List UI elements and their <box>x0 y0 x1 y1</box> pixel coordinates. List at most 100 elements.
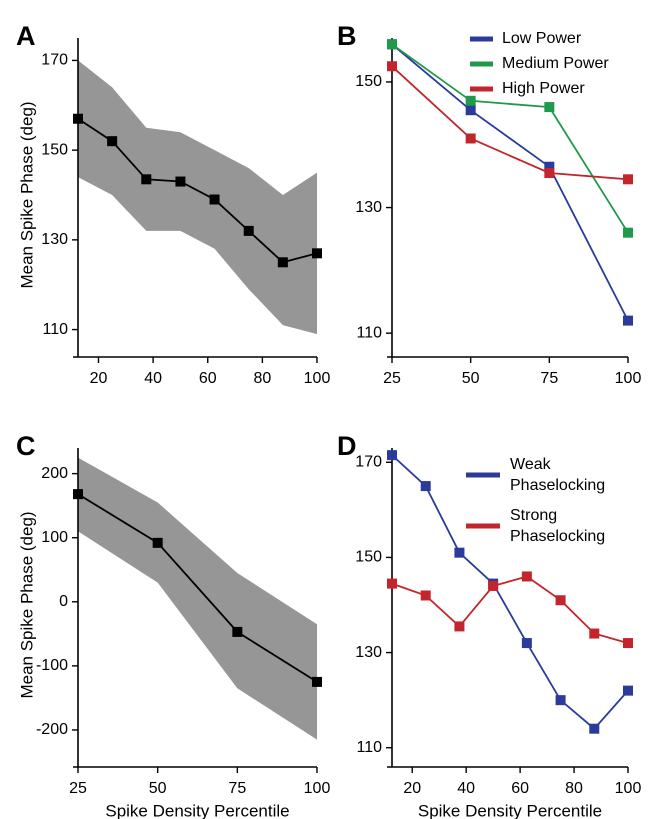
x-tick-label: 75 <box>228 780 246 797</box>
panel-a: A 110 130 150 170 20 40 60 80 100 Mean Spike Phase… <box>16 21 330 387</box>
data-point-strong-phaselocking <box>420 590 431 601</box>
x-axis-title: Spike Density Percentile <box>418 801 602 819</box>
y-tick-label: -100 <box>36 657 68 674</box>
data-point-medium-power <box>544 102 555 113</box>
x-tick-label: 25 <box>383 370 401 387</box>
y-tick-label: 150 <box>41 141 68 158</box>
data-point-high-power <box>544 168 555 179</box>
y-tick-label: 150 <box>355 73 382 90</box>
data-point-medium-power <box>623 227 633 238</box>
data-point-weak-phaselocking <box>555 695 566 706</box>
y-tick-label: 0 <box>59 593 68 610</box>
data-point-weak-phaselocking <box>387 450 397 461</box>
legend-label: Low Power <box>502 30 582 47</box>
x-tick-label: 25 <box>69 780 87 797</box>
data-point-series-0 <box>152 537 163 548</box>
y-tick-label: 130 <box>41 231 68 248</box>
data-point-low-power <box>623 315 633 326</box>
data-point-series-0 <box>312 248 322 259</box>
series-line-weak-phaselocking <box>391 454 629 730</box>
data-point-weak-phaselocking <box>589 723 600 734</box>
series-line-high-power <box>391 65 629 181</box>
y-tick-label: 110 <box>42 321 68 338</box>
x-tick-label: 100 <box>615 370 642 387</box>
data-point-medium-power <box>465 95 476 106</box>
y-tick-label: 130 <box>355 199 382 216</box>
x-tick-label: 20 <box>90 370 108 387</box>
data-point-weak-phaselocking <box>420 481 431 492</box>
panel-b: B 110 130 150 25 50 75 100 Low Power Medium Power… <box>337 21 641 387</box>
legend: Low Power Medium Power High Power <box>470 30 609 97</box>
data-point-medium-power <box>387 39 397 50</box>
series-line-strong-phaselocking <box>391 575 629 644</box>
panel-letter-b: B <box>337 21 357 51</box>
x-tick-label: 50 <box>149 780 167 797</box>
x-tick-label: 100 <box>615 780 642 797</box>
series-line-series-0 <box>77 493 318 683</box>
data-point-strong-phaselocking <box>521 571 532 582</box>
y-tick-label: 150 <box>355 549 382 566</box>
y-tick-label: 110 <box>356 739 382 756</box>
data-point-strong-phaselocking <box>589 628 600 639</box>
x-tick-label: 40 <box>144 370 162 387</box>
data-point-strong-phaselocking <box>488 580 499 591</box>
panel-d: D 110 130 150 170 20 40 60 80 100 Spike Density Pe… <box>337 431 641 819</box>
legend-label: High Power <box>502 80 585 97</box>
x-tick-label: 60 <box>511 780 529 797</box>
data-point-high-power <box>387 61 397 72</box>
x-tick-label: 100 <box>304 780 331 797</box>
data-point-strong-phaselocking <box>454 621 465 632</box>
legend-label: Medium Power <box>502 55 609 72</box>
data-point-weak-phaselocking <box>454 547 465 558</box>
data-point-strong-phaselocking <box>387 578 397 589</box>
data-point-series-0 <box>243 225 254 236</box>
x-tick-label: 50 <box>462 370 480 387</box>
data-point-high-power <box>465 133 476 144</box>
data-point-series-0 <box>107 136 118 147</box>
data-point-low-power <box>544 161 555 172</box>
legend-label: Phaselocking <box>510 528 605 545</box>
data-point-series-0 <box>277 257 288 268</box>
x-tick-label: 75 <box>540 370 558 387</box>
series-line-medium-power <box>391 43 629 234</box>
y-axis-title: Mean Spike Phase (deg) <box>17 511 36 698</box>
data-point-series-0 <box>209 194 220 205</box>
data-point-series-0 <box>232 626 243 637</box>
data-point-low-power <box>465 105 476 116</box>
x-tick-label: 60 <box>199 370 217 387</box>
y-tick-label: 100 <box>41 529 68 546</box>
data-point-strong-phaselocking <box>555 595 566 606</box>
x-tick-label: 40 <box>457 780 475 797</box>
data-point-series-0 <box>312 676 322 687</box>
data-point-weak-phaselocking <box>623 685 633 696</box>
x-axis-title: Spike Density Percentile <box>105 801 289 819</box>
panel-letter-a: A <box>16 21 36 51</box>
x-tick-label: 80 <box>253 370 271 387</box>
x-tick-label: 100 <box>304 370 331 387</box>
data-point-series-0 <box>175 176 186 187</box>
legend-label: Weak <box>510 456 552 473</box>
y-axis-title: Mean Spike Phase (deg) <box>17 101 36 288</box>
confidence-band <box>78 60 317 335</box>
y-tick-label: 170 <box>41 52 68 69</box>
data-point-strong-phaselocking <box>623 638 633 649</box>
panel-letter-d: D <box>337 431 357 461</box>
data-point-series-0 <box>73 489 83 500</box>
y-tick-label: 110 <box>356 324 382 341</box>
data-point-weak-phaselocking <box>521 638 532 649</box>
panel-c: C -200 -100 0 100 200 25 50 75 100 Mean Spike Phas… <box>16 431 330 819</box>
x-tick-label: 20 <box>403 780 421 797</box>
data-point-high-power <box>623 174 633 185</box>
series-line-series-0 <box>77 117 318 264</box>
y-tick-label: 170 <box>355 453 382 470</box>
confidence-band <box>78 457 317 740</box>
panel-letter-c: C <box>16 431 36 461</box>
y-tick-label: -200 <box>36 721 68 738</box>
legend: Weak Phaselocking Strong Phaselocking <box>466 456 605 545</box>
y-tick-label: 130 <box>355 644 382 661</box>
legend-label: Phaselocking <box>510 477 605 494</box>
y-tick-label: 200 <box>41 465 68 482</box>
x-tick-label: 80 <box>565 780 583 797</box>
series-line-low-power <box>391 43 629 322</box>
